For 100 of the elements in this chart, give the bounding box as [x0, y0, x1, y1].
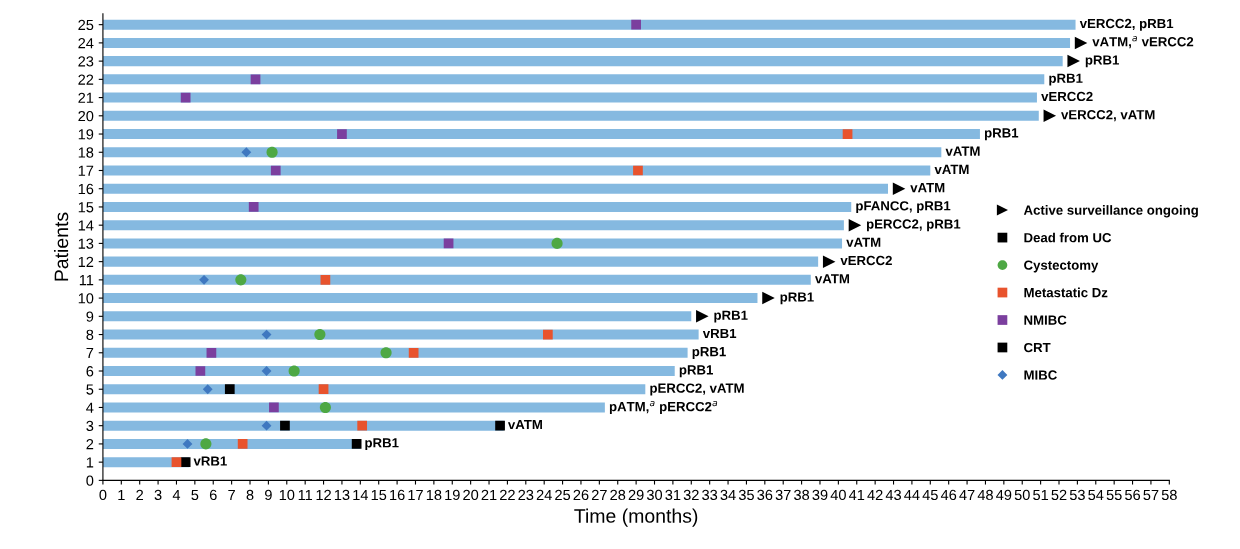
- annotation: vATM: [945, 146, 980, 156]
- y-tick-label: 9: [86, 311, 94, 322]
- x-tick-label: 1: [118, 489, 125, 500]
- y-tick-label: 13: [78, 238, 94, 249]
- y-tick-label: 8: [86, 329, 94, 340]
- x-tick-label: 19: [445, 489, 460, 501]
- x-tick-label: 0: [99, 489, 107, 501]
- x-tick-label: 22: [500, 489, 515, 500]
- legend-label: Metastatic Dz: [1024, 287, 1108, 298]
- x-tick-label: 8: [246, 489, 254, 501]
- annotation: vATM: [846, 237, 881, 247]
- y-tick-label: 24: [78, 37, 94, 49]
- x-tick-label: 49: [996, 489, 1012, 501]
- x-tick-label: 35: [738, 489, 754, 501]
- annotation: vRB1: [702, 328, 737, 338]
- x-tick-label: 9: [265, 489, 272, 501]
- x-tick-label: 3: [154, 489, 162, 501]
- x-tick-label: 16: [390, 489, 405, 501]
- y-tick-label: 18: [78, 147, 94, 158]
- annotation: pRB1: [714, 310, 748, 323]
- annotation: vATM: [934, 164, 969, 174]
- x-axis-title: Time (months): [574, 508, 698, 527]
- bar: [102, 238, 843, 249]
- legend-label: CRT: [1024, 342, 1051, 353]
- annotation: vERCC2, pRB1: [1079, 18, 1174, 31]
- x-tick-label: 2: [136, 489, 144, 500]
- y-tick-label: 7: [86, 348, 94, 359]
- x-tick-label: 5: [191, 489, 199, 501]
- legend-label: NMIBC: [1024, 315, 1067, 325]
- bar: [102, 165, 931, 176]
- bar: [102, 329, 699, 340]
- x-tick-label: 56: [1125, 489, 1141, 501]
- x-tick-label: 20: [463, 489, 479, 501]
- annotation: pRB1: [692, 347, 726, 359]
- annotation: vERCC2, vATM: [1061, 110, 1155, 122]
- bar: [102, 347, 688, 358]
- legend-label: MIBC: [1024, 370, 1057, 380]
- y-tick-label: 0: [86, 475, 94, 486]
- bar: [102, 311, 692, 322]
- x-tick-label: 47: [959, 489, 975, 500]
- x-tick-label: 33: [702, 489, 718, 501]
- legend-label: Cystectomy: [1024, 260, 1099, 273]
- y-tick-label: 16: [78, 183, 94, 195]
- x-tick-label: 36: [757, 489, 773, 501]
- x-tick-label: 21: [481, 489, 497, 500]
- y-tick-label: 17: [78, 165, 94, 176]
- annotation: pRB1: [365, 438, 399, 451]
- annotation: pRB1: [1049, 73, 1083, 86]
- x-tick-label: 53: [1069, 489, 1085, 501]
- x-tick-label: 44: [904, 489, 920, 500]
- x-tick-label: 46: [940, 489, 957, 501]
- x-tick-label: 38: [794, 489, 810, 501]
- y-tick-label: 12: [78, 256, 94, 267]
- x-tick-label: 37: [775, 489, 791, 501]
- x-tick-label: 4: [172, 489, 181, 500]
- annotation: pFANCC, pRB1: [856, 201, 951, 214]
- y-tick-label: 11: [79, 275, 94, 286]
- bar: [102, 37, 1071, 48]
- x-tick-label: 54: [1088, 489, 1104, 501]
- bar: [102, 147, 942, 158]
- x-tick-label: 26: [573, 489, 589, 501]
- y-tick-label: 2: [86, 439, 94, 450]
- annotation: pERCC2, vATM: [650, 383, 744, 396]
- x-tick-label: 15: [371, 489, 387, 501]
- y-tick-label: 19: [78, 129, 94, 140]
- x-tick-label: 30: [646, 489, 663, 501]
- bar: [102, 365, 675, 377]
- legend-label: Dead from UC: [1024, 232, 1112, 243]
- x-tick-label: 50: [1014, 489, 1030, 501]
- annotation: pRB1: [984, 128, 1019, 141]
- x-tick-label: 12: [316, 489, 331, 500]
- x-tick-label: 34: [720, 489, 736, 501]
- x-tick-label: 7: [228, 489, 235, 500]
- annotation: vERCC2: [1041, 91, 1093, 102]
- annotation: vERCC2: [840, 255, 892, 266]
- y-tick-label: 25: [78, 19, 94, 31]
- y-tick-label: 1: [86, 457, 94, 468]
- bar: [102, 92, 1037, 103]
- x-tick-label: 23: [518, 489, 534, 501]
- bar: [102, 19, 1076, 30]
- annotation: pRB1: [679, 365, 713, 378]
- y-tick-label: 23: [78, 56, 94, 67]
- x-tick-label: 48: [977, 489, 993, 501]
- y-tick-label: 22: [78, 74, 94, 85]
- bar: [102, 129, 980, 140]
- x-tick-label: 10: [279, 489, 295, 501]
- annotation: vATM: [910, 183, 945, 193]
- annotation: vRB1: [193, 456, 227, 466]
- annotation: pERCC2, pRB1: [866, 219, 961, 232]
- x-tick-label: 39: [812, 489, 828, 501]
- x-tick-label: 11: [298, 489, 313, 500]
- x-tick-label: 25: [555, 489, 571, 501]
- bar: [102, 256, 819, 267]
- bar: [102, 274, 811, 285]
- annotation: vATM: [815, 274, 850, 284]
- annotation: vATM: [507, 420, 542, 430]
- annotation: vATM,$^{a}$ vERCC2: [1092, 36, 1194, 49]
- x-tick-label: 55: [1106, 489, 1122, 501]
- annotation: pRB1: [780, 292, 814, 305]
- annotation: pRB1: [1085, 55, 1119, 68]
